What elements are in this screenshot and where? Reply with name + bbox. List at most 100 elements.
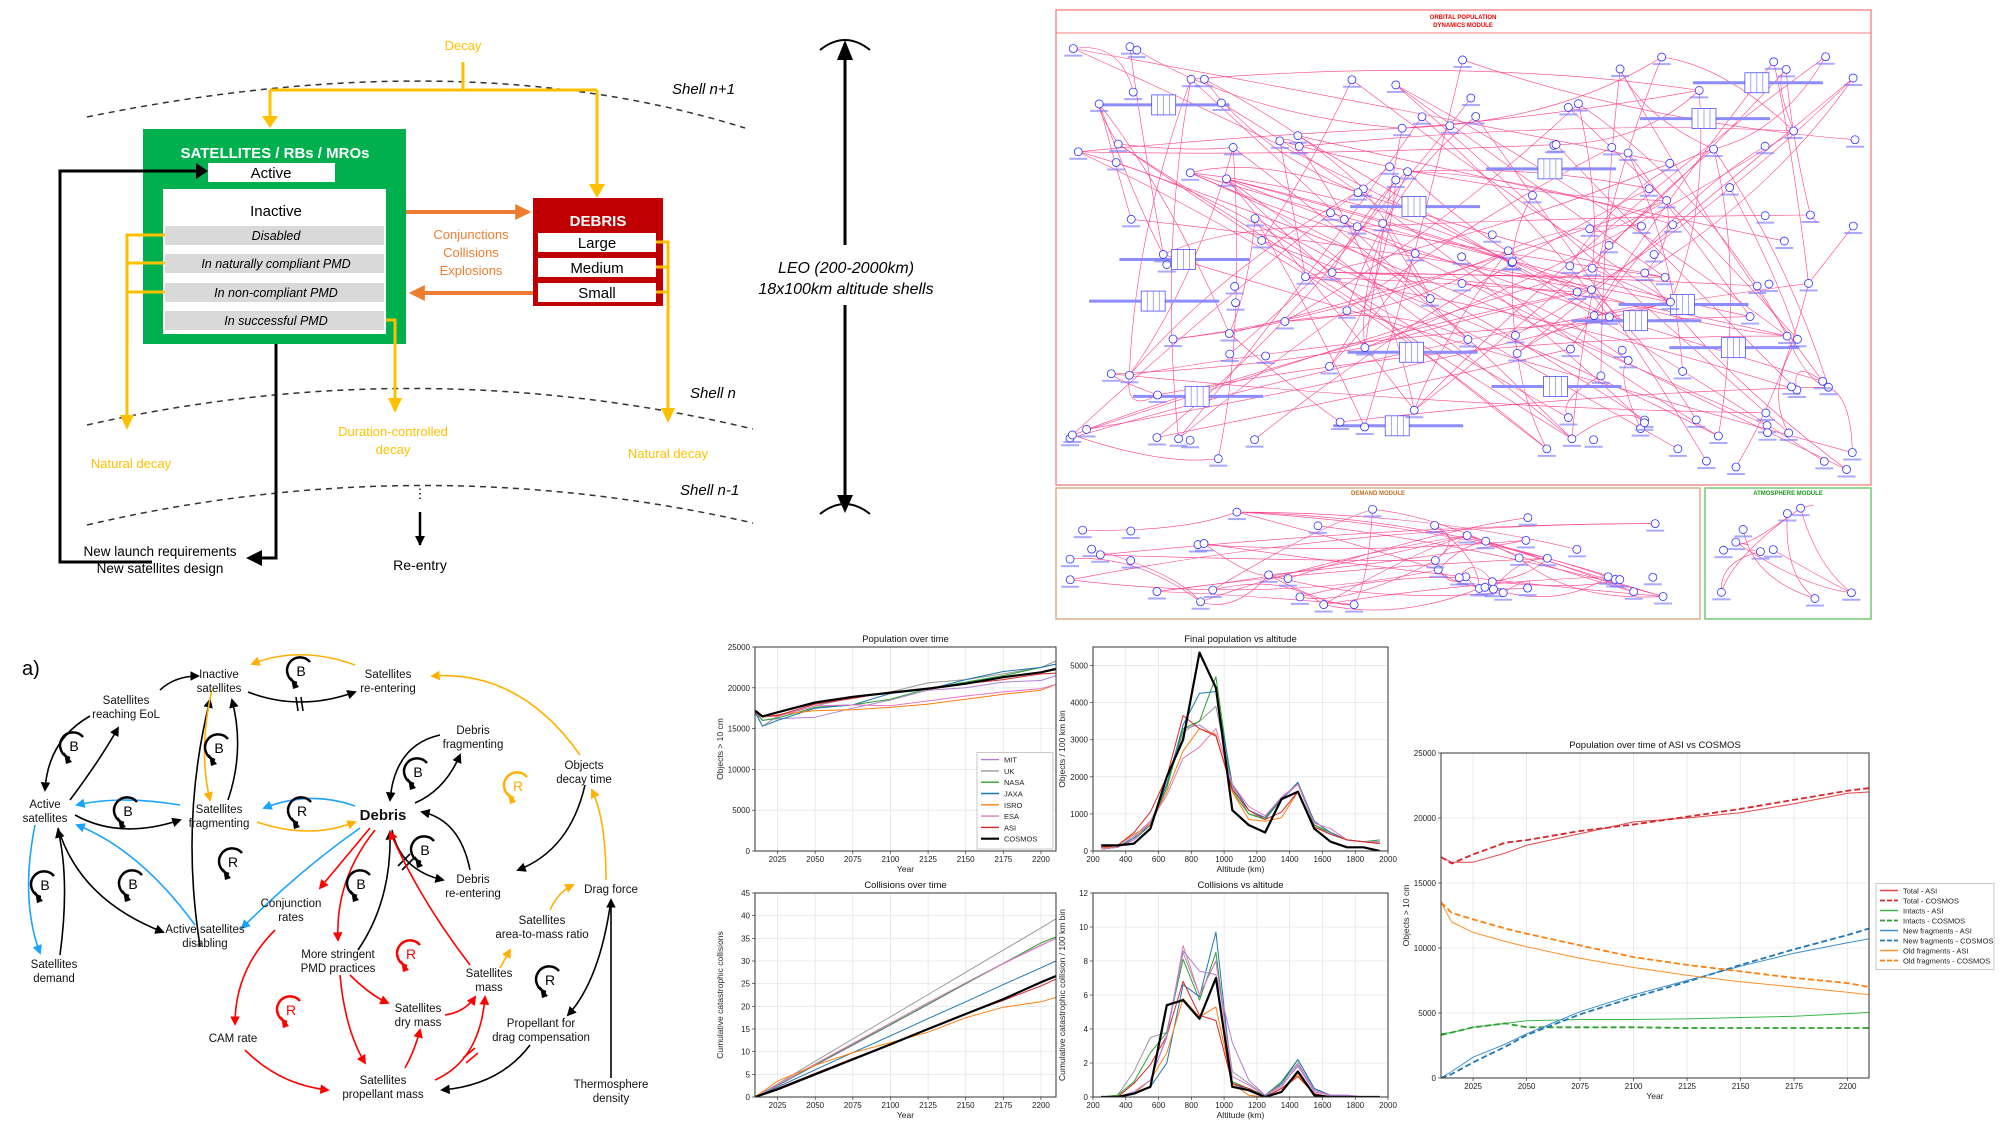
variable-label [1537,454,1556,457]
debris-box-title: DEBRIS [570,213,627,230]
stock-box [1543,376,1568,397]
variable-node [1563,103,1573,112]
link [444,995,477,1016]
variable-node [1132,45,1142,55]
y-tick-label: 45 [741,889,750,898]
state-row [165,254,384,273]
x-tick-label: 2050 [806,1101,824,1110]
influence-link [1735,283,1809,468]
variable-label [1663,230,1682,233]
series-line-3 [755,937,1056,1097]
variable-node [1462,531,1472,540]
variable-label [1506,341,1525,344]
loop-arrowhead [281,1016,289,1028]
legend-entry: Total - COSMOS [1903,897,1959,906]
variable-label [1398,177,1417,180]
loop-type: B [69,738,78,754]
x-tick-label: 2150 [957,855,975,864]
influence-link [1344,219,1847,470]
variable-label [1844,84,1863,87]
x-tick-label: 2200 [1032,1101,1050,1110]
link [75,823,196,926]
node-satellites-reaching-eol: reaching EoL [92,709,160,721]
variable-label [1154,260,1173,263]
variable-label [1450,583,1469,586]
y-tick-label: 15 [741,1025,750,1034]
leo-label: 18x100km altitude shells [758,281,933,298]
event-label: Conjunctions [433,227,509,242]
y-tick-label: 10000 [1414,944,1437,953]
variable-label [1655,283,1674,286]
variable-node [1604,240,1614,250]
variable-node [1199,539,1209,548]
variable-label [1756,418,1775,421]
loop-arrowhead [540,986,548,998]
variable-label [1784,137,1803,140]
link [385,734,441,802]
loop-marker-r: R [286,796,312,829]
legend-entry: ISRO [1004,801,1023,810]
variable-node [1454,573,1464,582]
variable-node [1489,584,1498,594]
variable-node [1719,545,1728,555]
chart-title: Collisions vs altitude [1197,880,1283,891]
variable-label [1582,295,1601,298]
influence-link [1118,143,1573,440]
variable-node [1409,405,1419,415]
x-tick-label: 200 [1086,1101,1100,1110]
variable-node [1111,158,1121,167]
variable-node [1294,142,1304,151]
loop-marker-r: R [534,965,560,998]
variable-label [1181,446,1200,449]
variable-node [1782,331,1792,341]
variable-node [1397,123,1407,133]
variable-label [1610,585,1629,588]
legend-entry: JAXA [1004,790,1023,799]
variable-label [1801,221,1820,224]
variable-node [1126,556,1136,565]
influence-link [1078,144,1557,154]
leo-label: LEO (200-2000km) [778,260,914,277]
series-line-7 [1101,651,1381,851]
y-tick-label: 10 [741,1048,750,1057]
legend-entry: New fragments - ASI [1903,927,1972,936]
link [566,899,612,1017]
variable-node [1650,519,1660,528]
variable-label [1764,67,1783,70]
variable-node [1295,592,1305,602]
variable-label [1290,602,1309,605]
variable-node [1731,537,1741,547]
variable-node [1694,85,1704,95]
variable-label [1476,547,1495,550]
variable-node [1425,294,1435,303]
influence-link [1786,513,1816,599]
y-axis-label: Objects > 10 cm [1401,885,1411,947]
variable-label [1599,251,1618,254]
link [55,828,66,956]
node-area-to-mass-ratio: Satellites [519,915,566,927]
variable-node [1257,236,1267,245]
variable-label [1355,432,1374,435]
variable-node [1368,504,1377,514]
influence-link [1082,511,1238,531]
variable-label [1363,515,1382,518]
influence-link [1157,335,1788,396]
x-tick-label: 1800 [1346,1101,1364,1110]
variable-node [1709,144,1719,154]
variable-label [1759,290,1778,293]
node-propellant-drag-compensation: drag compensation [492,1032,590,1044]
variable-label [1518,523,1537,526]
debris-size-row [538,233,656,252]
variable-node [1821,52,1831,62]
legend-entry: Intacts - COSMOS [1903,917,1965,926]
variable-node [1521,535,1531,545]
duration-decay-label: decay [376,442,411,457]
influence-link [1600,68,1621,376]
variable-label [1567,555,1586,558]
chart-2: 2025 2050 2075 2100 2125 2150 2175 220005101520… [715,880,1057,1120]
link [227,698,239,801]
variable-label [1518,594,1537,597]
variable-node [1174,434,1183,444]
orbital-module-title: ORBITAL POPULATION [1430,15,1497,21]
variable-label [1483,240,1502,243]
